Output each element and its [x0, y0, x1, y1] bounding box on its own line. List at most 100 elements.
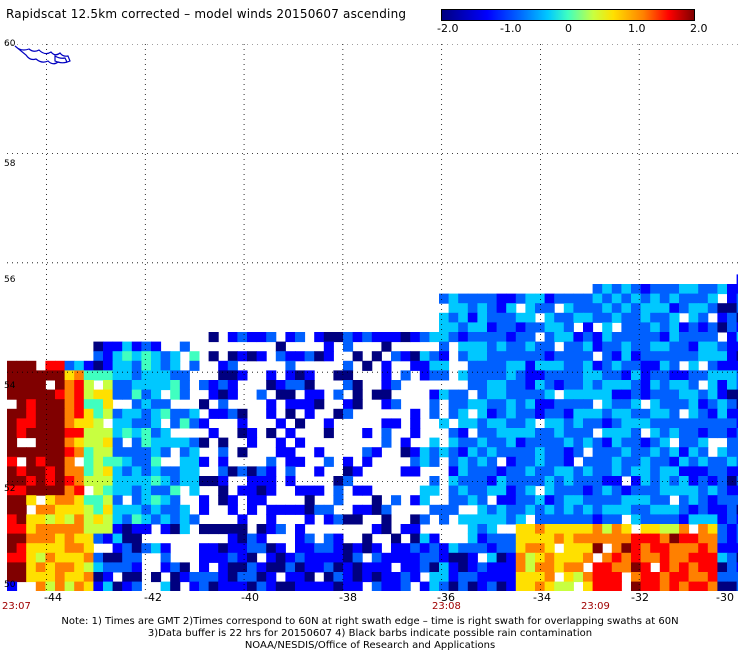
data-cell: [736, 303, 738, 314]
data-cell: [122, 418, 133, 429]
data-cell: [314, 581, 325, 591]
data-cell: [679, 428, 690, 439]
data-cell: [304, 543, 315, 554]
data-cell: [698, 284, 709, 295]
data-cell: [295, 572, 306, 583]
data-cell: [496, 581, 507, 591]
colorbar-label: -1.0: [500, 22, 522, 35]
lon-label: -38: [339, 591, 357, 604]
data-cell: [448, 293, 459, 304]
data-cell: [410, 360, 421, 371]
data-cell: [112, 495, 123, 506]
data-cell: [573, 476, 584, 487]
data-cell: [631, 389, 642, 400]
data-cell: [83, 581, 94, 591]
data-cell: [64, 418, 75, 429]
data-cell: [295, 533, 306, 544]
data-cell: [333, 514, 344, 525]
data-cell: [621, 456, 632, 467]
data-cell: [419, 447, 430, 458]
data-cell: [659, 312, 670, 323]
data-cell: [583, 399, 594, 410]
data-cell: [679, 437, 690, 448]
data-cell: [669, 504, 680, 515]
data-cell: [122, 341, 133, 352]
data-cell: [650, 370, 661, 381]
data-cell: [698, 341, 709, 352]
data-cell: [496, 437, 507, 448]
data-cell: [35, 524, 46, 535]
data-cell: [496, 447, 507, 458]
data-cell: [621, 284, 632, 295]
data-cell: [496, 552, 507, 563]
data-cell: [458, 466, 469, 477]
data-cell: [362, 428, 373, 439]
data-cell: [151, 485, 162, 496]
data-cell: [621, 312, 632, 323]
data-cell: [237, 572, 248, 583]
data-cell: [679, 447, 690, 458]
data-cell: [112, 552, 123, 563]
data-cell: [55, 380, 66, 391]
data-cell: [554, 524, 565, 535]
data-cell: [160, 562, 171, 573]
data-cell: [266, 572, 277, 583]
data-cell: [343, 341, 354, 352]
data-cell: [74, 543, 85, 554]
data-cell: [487, 370, 498, 381]
data-cell: [525, 437, 536, 448]
data-cell: [439, 504, 450, 515]
data-cell: [112, 543, 123, 554]
data-cell: [237, 408, 248, 419]
data-cell: [458, 581, 469, 591]
data-cell: [736, 408, 738, 419]
data-cell: [179, 476, 190, 487]
data-cell: [160, 495, 171, 506]
data-cell: [717, 524, 728, 535]
data-cell: [544, 408, 555, 419]
data-cell: [506, 581, 517, 591]
data-cell: [650, 533, 661, 544]
lon-label: -34: [533, 591, 551, 604]
data-cell: [93, 456, 104, 467]
time-label: 23:07: [2, 601, 31, 612]
data-cell: [458, 312, 469, 323]
data-cell: [707, 504, 718, 515]
data-cell: [640, 447, 651, 458]
data-cell: [429, 572, 440, 583]
data-cell: [583, 495, 594, 506]
data-cell: [64, 456, 75, 467]
data-cell: [698, 418, 709, 429]
data-cell: [170, 524, 181, 535]
data-cell: [55, 572, 66, 583]
lon-label: -36: [437, 591, 455, 604]
data-cell: [698, 524, 709, 535]
data-cell: [640, 533, 651, 544]
data-cell: [506, 389, 517, 400]
data-cell: [477, 380, 488, 391]
data-cell: [26, 533, 37, 544]
data-cell: [448, 495, 459, 506]
data-cell: [419, 514, 430, 525]
data-cell: [151, 514, 162, 525]
data-cell: [544, 360, 555, 371]
data-cell: [26, 456, 37, 467]
data-cell: [717, 456, 728, 467]
data-cell: [621, 533, 632, 544]
data-cell: [141, 408, 152, 419]
data-cell: [669, 370, 680, 381]
data-cell: [16, 504, 27, 515]
data-cell: [688, 437, 699, 448]
data-cell: [131, 360, 142, 371]
data-cell: [266, 581, 277, 591]
data-cell: [727, 572, 738, 583]
data-cell: [170, 581, 181, 591]
data-cell: [352, 466, 363, 477]
data-cell: [573, 485, 584, 496]
data-cell: [314, 485, 325, 496]
data-cell: [16, 380, 27, 391]
data-cell: [151, 495, 162, 506]
data-cell: [592, 581, 603, 591]
data-cell: [448, 466, 459, 477]
data-cell: [419, 533, 430, 544]
